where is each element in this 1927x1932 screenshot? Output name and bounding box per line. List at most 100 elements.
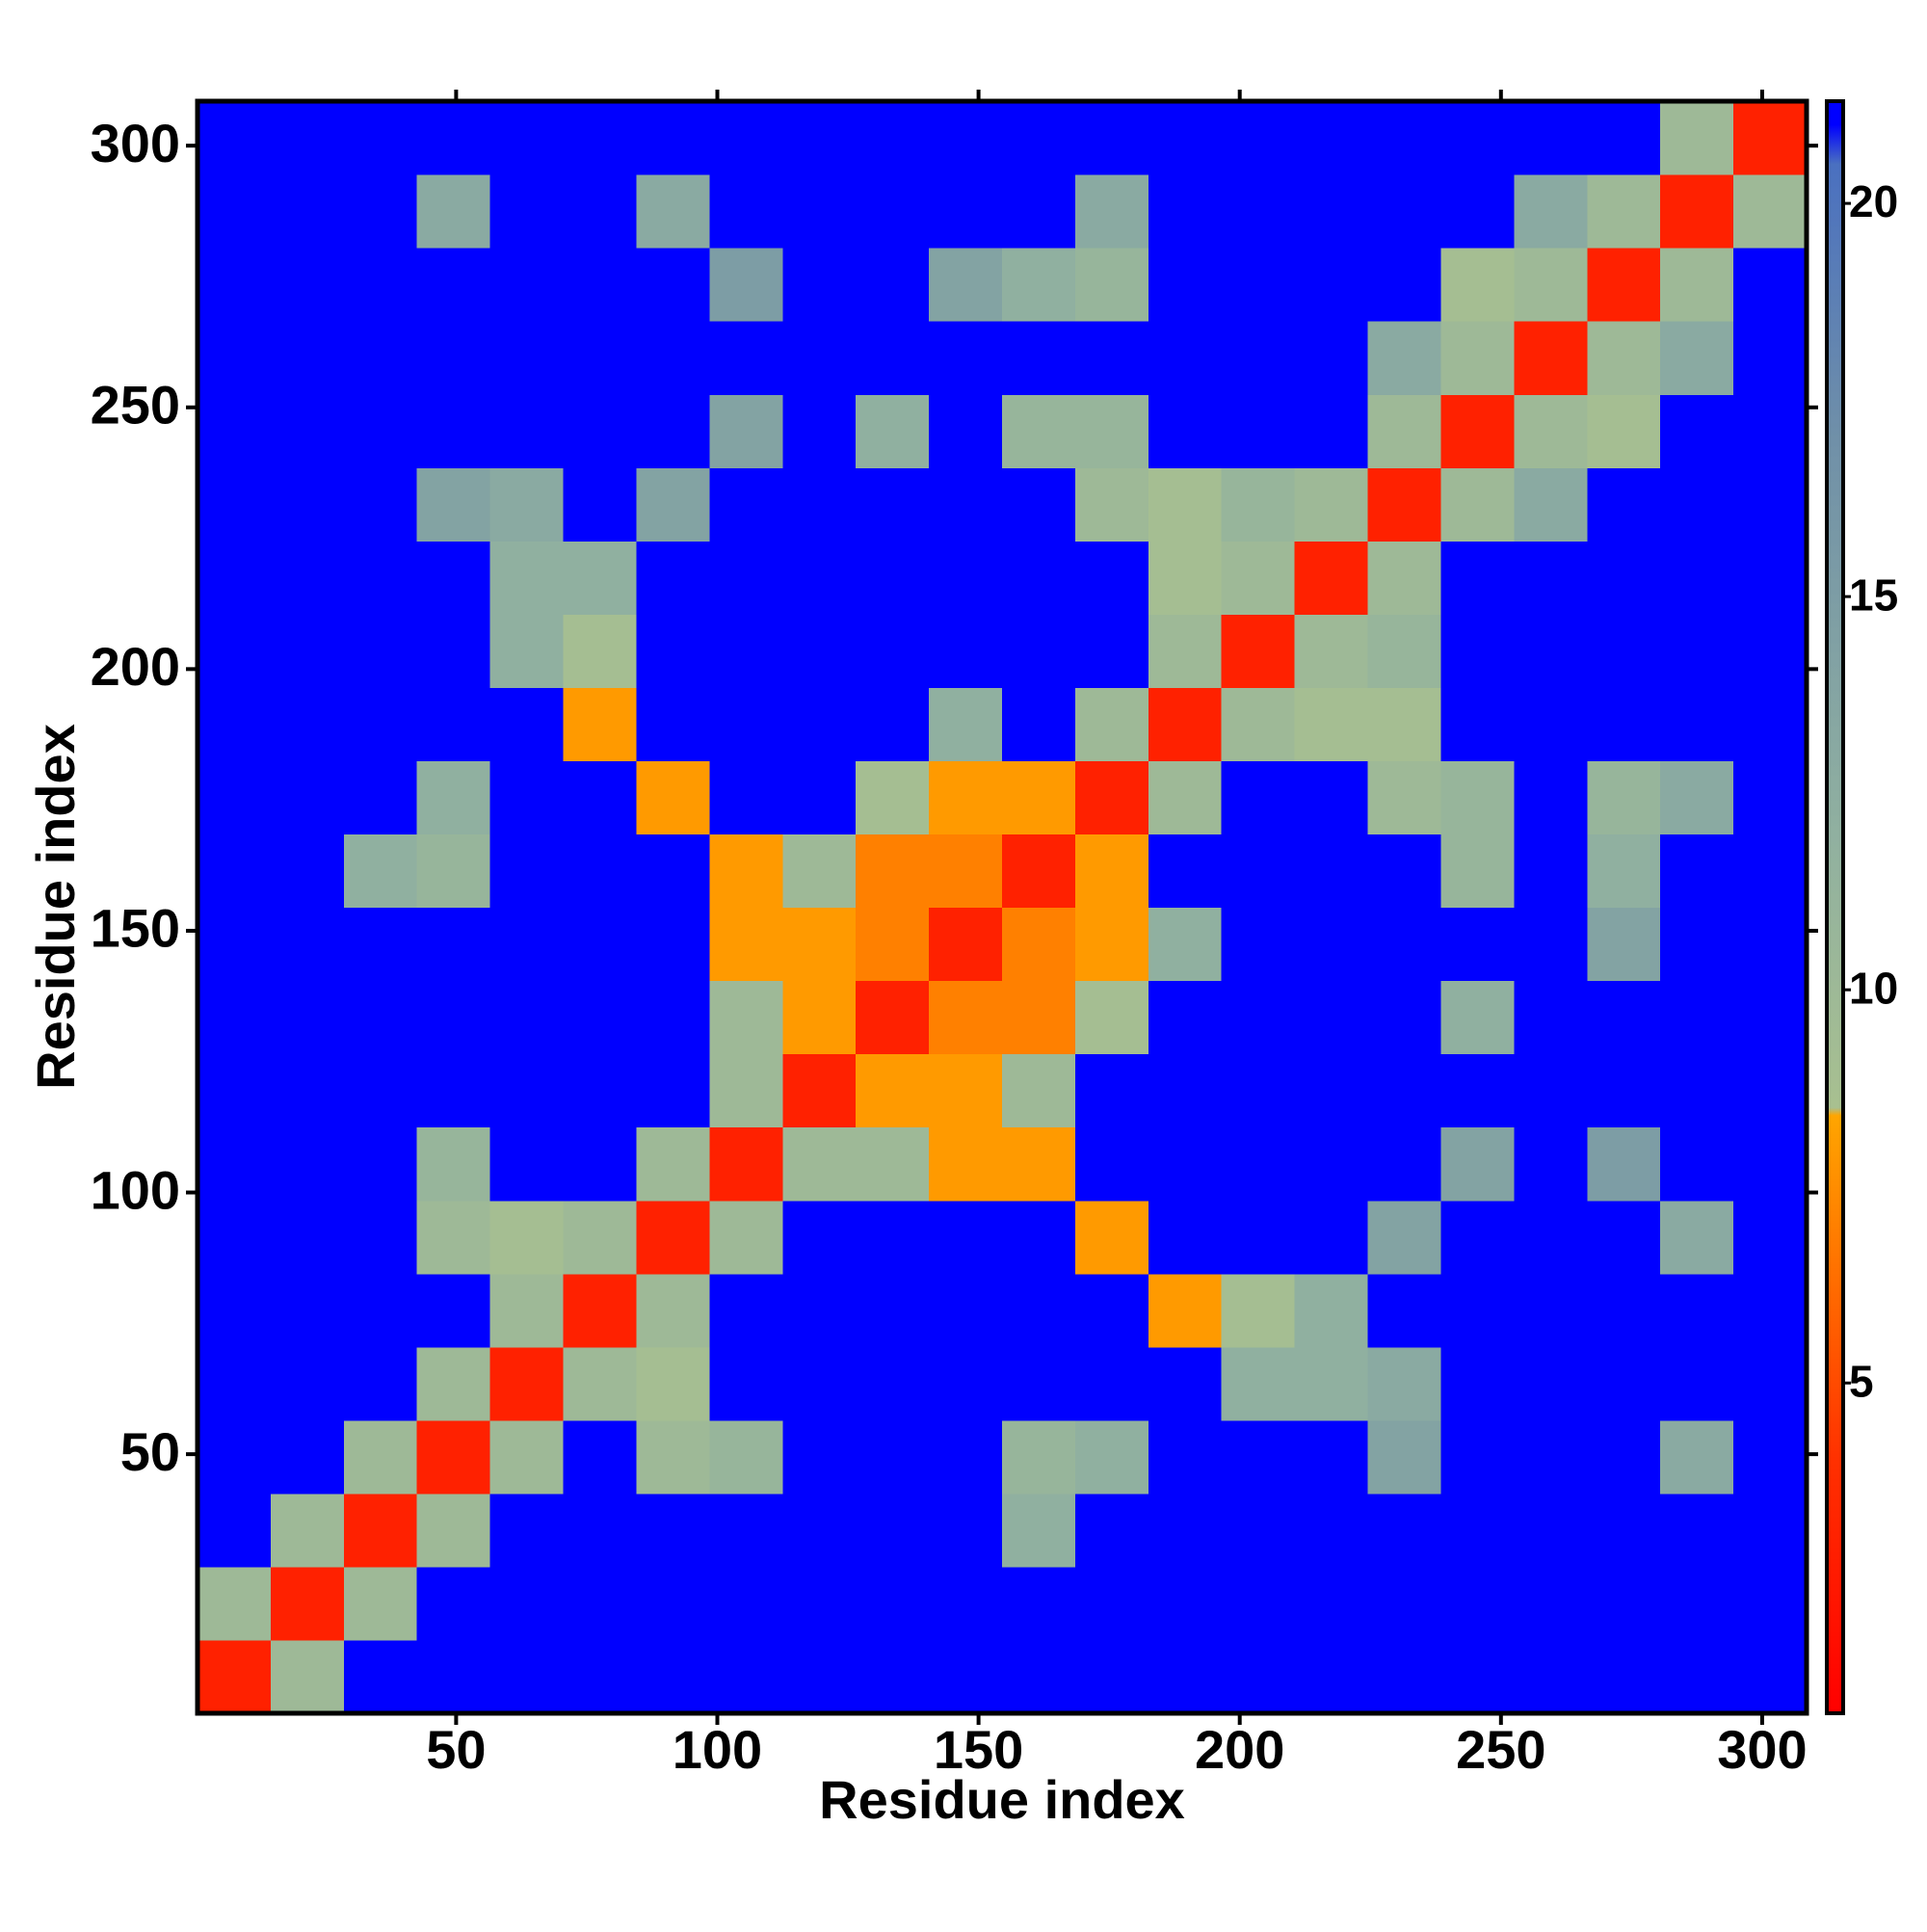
heatmap-cell (782, 1566, 857, 1641)
heatmap-cell (709, 1566, 783, 1641)
heatmap-cell (1148, 248, 1223, 322)
heatmap-cell (198, 1566, 272, 1641)
heatmap-cell (1660, 174, 1734, 249)
heatmap-cell (1367, 174, 1442, 249)
heatmap-cell (636, 174, 710, 249)
heatmap-cell (1148, 907, 1223, 982)
heatmap-cell (782, 614, 857, 688)
y-axis-title: Residue index (25, 724, 86, 1090)
heatmap-cell (270, 980, 345, 1055)
colorbar-tick-label: 5 (1849, 1356, 1874, 1406)
heatmap-cell (636, 394, 710, 468)
heatmap-cell (1587, 1639, 1661, 1714)
heatmap-cell (1733, 467, 1808, 542)
heatmap-cell (1074, 687, 1149, 762)
heatmap-cell (198, 760, 272, 835)
heatmap-cell (856, 1200, 930, 1275)
heatmap-cell (343, 1126, 418, 1202)
heatmap-cell (489, 1126, 565, 1202)
heatmap-cell (1294, 1566, 1369, 1641)
heatmap-cell (416, 1419, 491, 1495)
heatmap-cell (1294, 101, 1369, 175)
heatmap-cell (1294, 1419, 1369, 1495)
heatmap-cell (856, 248, 930, 322)
heatmap-cell (1587, 1273, 1661, 1348)
heatmap-cell (929, 1566, 1003, 1641)
heatmap-cell (1221, 1346, 1296, 1421)
heatmap-cell (1074, 1053, 1149, 1128)
heatmap-cell (782, 907, 857, 982)
heatmap-cell (1733, 321, 1808, 395)
heatmap-cell (1733, 1639, 1808, 1714)
heatmap-cell (782, 467, 857, 542)
heatmap-cell (1440, 101, 1515, 175)
heatmap-cell (489, 1566, 565, 1641)
heatmap-cell (929, 834, 1003, 909)
heatmap-cell (343, 1493, 418, 1568)
heatmap-cell (1660, 834, 1734, 909)
heatmap-cell (270, 248, 345, 322)
heatmap-cell (1587, 1346, 1661, 1421)
heatmap-cell (270, 1639, 345, 1714)
heatmap-cell (1367, 541, 1442, 615)
heatmap-cell (1148, 1639, 1223, 1714)
heatmap-cell (416, 760, 491, 835)
heatmap-cell (1074, 614, 1149, 688)
heatmap-cell (563, 394, 638, 468)
heatmap-cell (1440, 980, 1515, 1055)
colorbar-tick-label: 15 (1849, 569, 1898, 620)
heatmap-cell (1148, 1126, 1223, 1202)
heatmap-cell (1074, 174, 1149, 249)
heatmap-cell (856, 174, 930, 249)
heatmap-cell (1587, 1566, 1661, 1641)
heatmap-cell (1733, 1493, 1808, 1568)
heatmap-cell (416, 1639, 491, 1714)
heatmap-cell (1221, 687, 1296, 762)
heatmap-cell (270, 1346, 345, 1421)
heatmap-cell (1074, 1126, 1149, 1202)
heatmap-cell (270, 1273, 345, 1348)
heatmap-cell (270, 394, 345, 468)
heatmap-cell (343, 321, 418, 395)
heatmap-cell (856, 834, 930, 909)
heatmap-cell (489, 834, 565, 909)
heatmap-cell (198, 394, 272, 468)
heatmap-cell (1002, 321, 1076, 395)
heatmap-cell (489, 1639, 565, 1714)
heatmap-cell (343, 1273, 418, 1348)
heatmap-cell (1733, 101, 1808, 175)
heatmap-cell (416, 467, 491, 542)
heatmap-cell (1587, 687, 1661, 762)
heatmap-cell (563, 834, 638, 909)
heatmap-cell (929, 541, 1003, 615)
heatmap-cell (270, 614, 345, 688)
heatmap-cell (782, 394, 857, 468)
heatmap-cell (1221, 541, 1296, 615)
heatmap-cell (1440, 1639, 1515, 1714)
heatmap-cell (1587, 760, 1661, 835)
heatmap-cell (1514, 980, 1588, 1055)
heatmap-cell (1440, 321, 1515, 395)
heatmap-cell (1148, 687, 1223, 762)
heatmap-cell (416, 1126, 491, 1202)
heatmap-cell (1294, 248, 1369, 322)
heatmap-cell (1587, 321, 1661, 395)
heatmap-cell (856, 760, 930, 835)
heatmap-cell (198, 1493, 272, 1568)
heatmap-cell (1002, 248, 1076, 322)
heatmap-cell (1660, 1346, 1734, 1421)
heatmap-cell (1733, 1346, 1808, 1421)
heatmap-cell (1221, 321, 1296, 395)
heatmap-cell (416, 614, 491, 688)
heatmap-cell (1074, 907, 1149, 982)
heatmap-cell (929, 1346, 1003, 1421)
heatmap-cell (1514, 1126, 1588, 1202)
heatmap-cell (343, 1419, 418, 1495)
heatmap-cell (636, 1346, 710, 1421)
heatmap-cell (1221, 394, 1296, 468)
heatmap-cell (1660, 1419, 1734, 1495)
heatmap-cell (1660, 907, 1734, 982)
heatmap-cell (489, 687, 565, 762)
heatmap-cell (1148, 394, 1223, 468)
heatmap-cell (198, 687, 272, 762)
